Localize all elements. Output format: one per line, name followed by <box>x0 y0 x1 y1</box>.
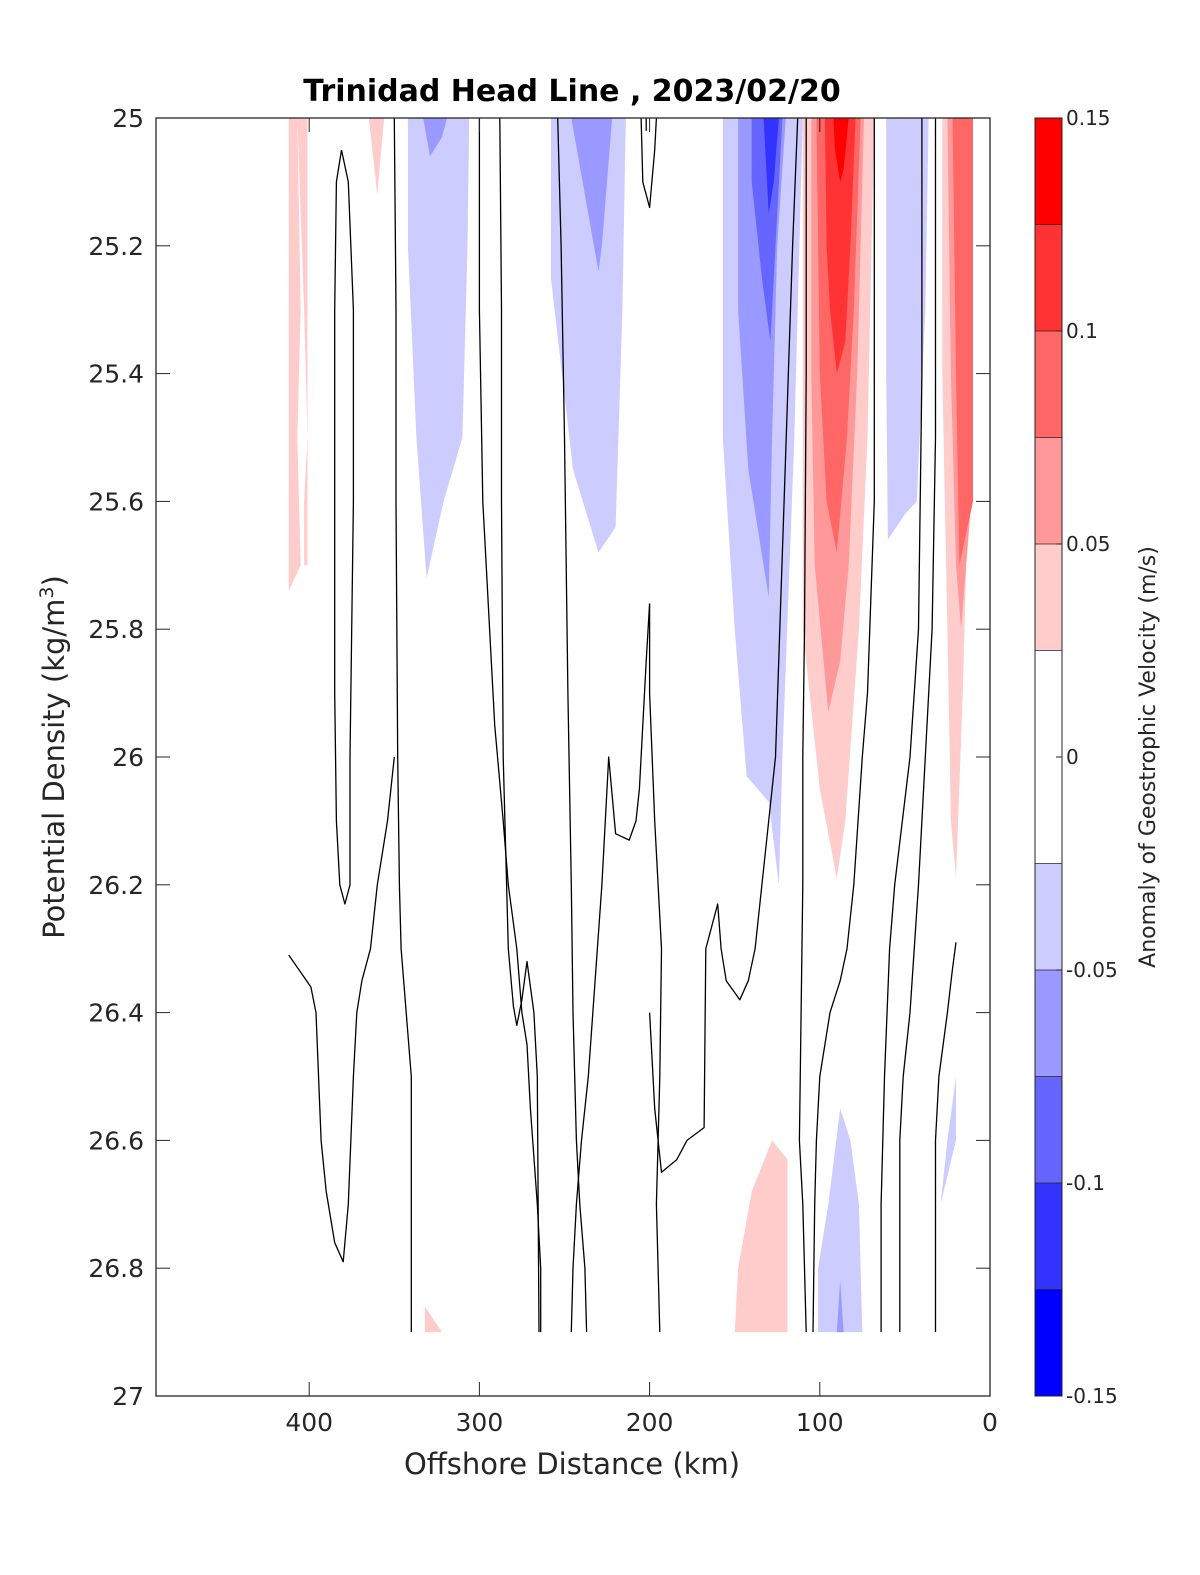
colorbar-tick-label: 0 <box>1066 745 1079 769</box>
contour-line-c15 <box>899 118 937 1333</box>
contour-line-c16 <box>934 942 957 1333</box>
y-axis-label: Potential Density (kg/m3) <box>36 575 71 939</box>
y-tick-label: 25.8 <box>88 615 144 644</box>
filled-region-pos3-darker <box>824 118 856 374</box>
y-axis-label-sup: 3 <box>36 586 58 598</box>
filled-region-neg2-light <box>550 118 626 553</box>
filled-region-neg4 <box>886 118 929 540</box>
contour-line-c12 <box>798 118 807 1333</box>
colorbar-tick-label: -0.15 <box>1066 1384 1118 1408</box>
x-tick-labels: 400 300 200 100 0 <box>285 1408 998 1437</box>
colorbar-block <box>1035 863 1062 970</box>
y-tick-label: 26.8 <box>88 1254 144 1283</box>
contour-lines <box>288 118 957 1333</box>
colorbar-tick-labels: 0.15 0.1 0.05 0 -0.05 -0.1 -0.15 <box>1066 106 1118 1408</box>
colorbar-tick-label: -0.05 <box>1066 958 1118 982</box>
colorbar-block <box>1035 331 1062 438</box>
colorbar-frame <box>1034 117 1063 1397</box>
y-tick-label: 25.4 <box>88 360 144 389</box>
chart-title: Trinidad Head Line , 2023/02/20 <box>303 74 840 109</box>
filled-region-neg1-mid <box>423 118 447 157</box>
y-tick-label: 26.2 <box>88 871 144 900</box>
filled-region-pos1-b <box>288 118 301 591</box>
contour-line-c11 <box>648 118 799 1173</box>
colorbar-block <box>1035 1183 1062 1290</box>
colorbar-block <box>1035 118 1062 225</box>
filled-region-neg1-light <box>407 118 470 579</box>
y-axis-label-main: Potential Density (kg/m <box>37 599 71 939</box>
colorbar-block <box>1035 544 1062 651</box>
y-tick-label: 26 <box>112 743 144 772</box>
plot-frame <box>155 117 991 1397</box>
filled-region-pos3-darkest <box>833 118 849 182</box>
filled-region-neg2-mid <box>571 118 613 272</box>
plot-area <box>155 117 991 1397</box>
y-tick-label: 26.6 <box>88 1126 144 1155</box>
filled-region-pos4-dark <box>952 118 973 566</box>
contour-line-c6 <box>557 118 588 1333</box>
y-tick-label: 25.6 <box>88 487 144 516</box>
y-tick-labels: 25 25.2 25.4 25.6 25.8 26 26.2 26.4 26.6 26.8 27 <box>88 104 144 1411</box>
filled-region-neg5-light <box>818 1108 863 1333</box>
colorbar-tick-label: 0.15 <box>1066 106 1111 130</box>
filled-region-pos5 <box>734 1140 788 1333</box>
y-tick-label: 26.4 <box>88 999 144 1028</box>
colorbar-blocks <box>1035 118 1062 1396</box>
y-tick-label: 25.2 <box>88 232 144 261</box>
filled-contours <box>288 118 973 1333</box>
contour-line-c5 <box>499 118 540 1333</box>
contour-line-c3 <box>393 118 412 1333</box>
colorbar-block <box>1035 224 1062 331</box>
filled-region-neg5-mid <box>836 1281 844 1333</box>
colorbar-block <box>1035 970 1062 1077</box>
x-axis-label: Offshore Distance (km) <box>404 1447 740 1481</box>
colorbar-block <box>1035 1076 1062 1183</box>
filled-region-pos1-a <box>297 118 308 566</box>
x-tick-label: 300 <box>456 1408 504 1437</box>
contour-line-c13 <box>812 118 875 1333</box>
x-tick-label: 0 <box>982 1408 998 1437</box>
x-tick-label: 100 <box>796 1408 844 1437</box>
colorbar-tick-label: 0.05 <box>1066 532 1111 556</box>
x-tick-label: 400 <box>285 1408 333 1437</box>
colorbar-block <box>1035 437 1062 544</box>
colorbar: 0.15 0.1 0.05 0 -0.05 -0.1 -0.15 <box>1034 106 1118 1408</box>
colorbar-tick-label: -0.1 <box>1066 1171 1105 1195</box>
colorbar-block <box>1035 1289 1062 1396</box>
filled-region-neg3-darker <box>763 118 779 214</box>
y-tick-label: 25 <box>112 104 144 133</box>
contour-line-c10 <box>570 603 651 1333</box>
contour-line-c2 <box>334 149 355 905</box>
colorbar-tick-label: 0.1 <box>1066 319 1098 343</box>
colorbar-label: Anomaly of Geostrophic Velocity (m/s) <box>1136 546 1161 968</box>
contour-line-c1 <box>288 756 395 1263</box>
contour-line-c4 <box>478 118 542 1333</box>
contour-line-c7 <box>640 118 658 209</box>
x-tick-label: 200 <box>626 1408 674 1437</box>
contour-line-c9 <box>648 603 663 1333</box>
y-tick-label: 27 <box>112 1382 144 1411</box>
y-axis-label-close: ) <box>37 575 71 586</box>
filled-region-neg3-dark <box>751 118 783 342</box>
contour-line-c14 <box>880 118 923 1333</box>
filled-region-neg6 <box>940 1076 956 1205</box>
filled-region-pos6 <box>424 1306 442 1333</box>
filled-region-pos2 <box>368 118 385 195</box>
